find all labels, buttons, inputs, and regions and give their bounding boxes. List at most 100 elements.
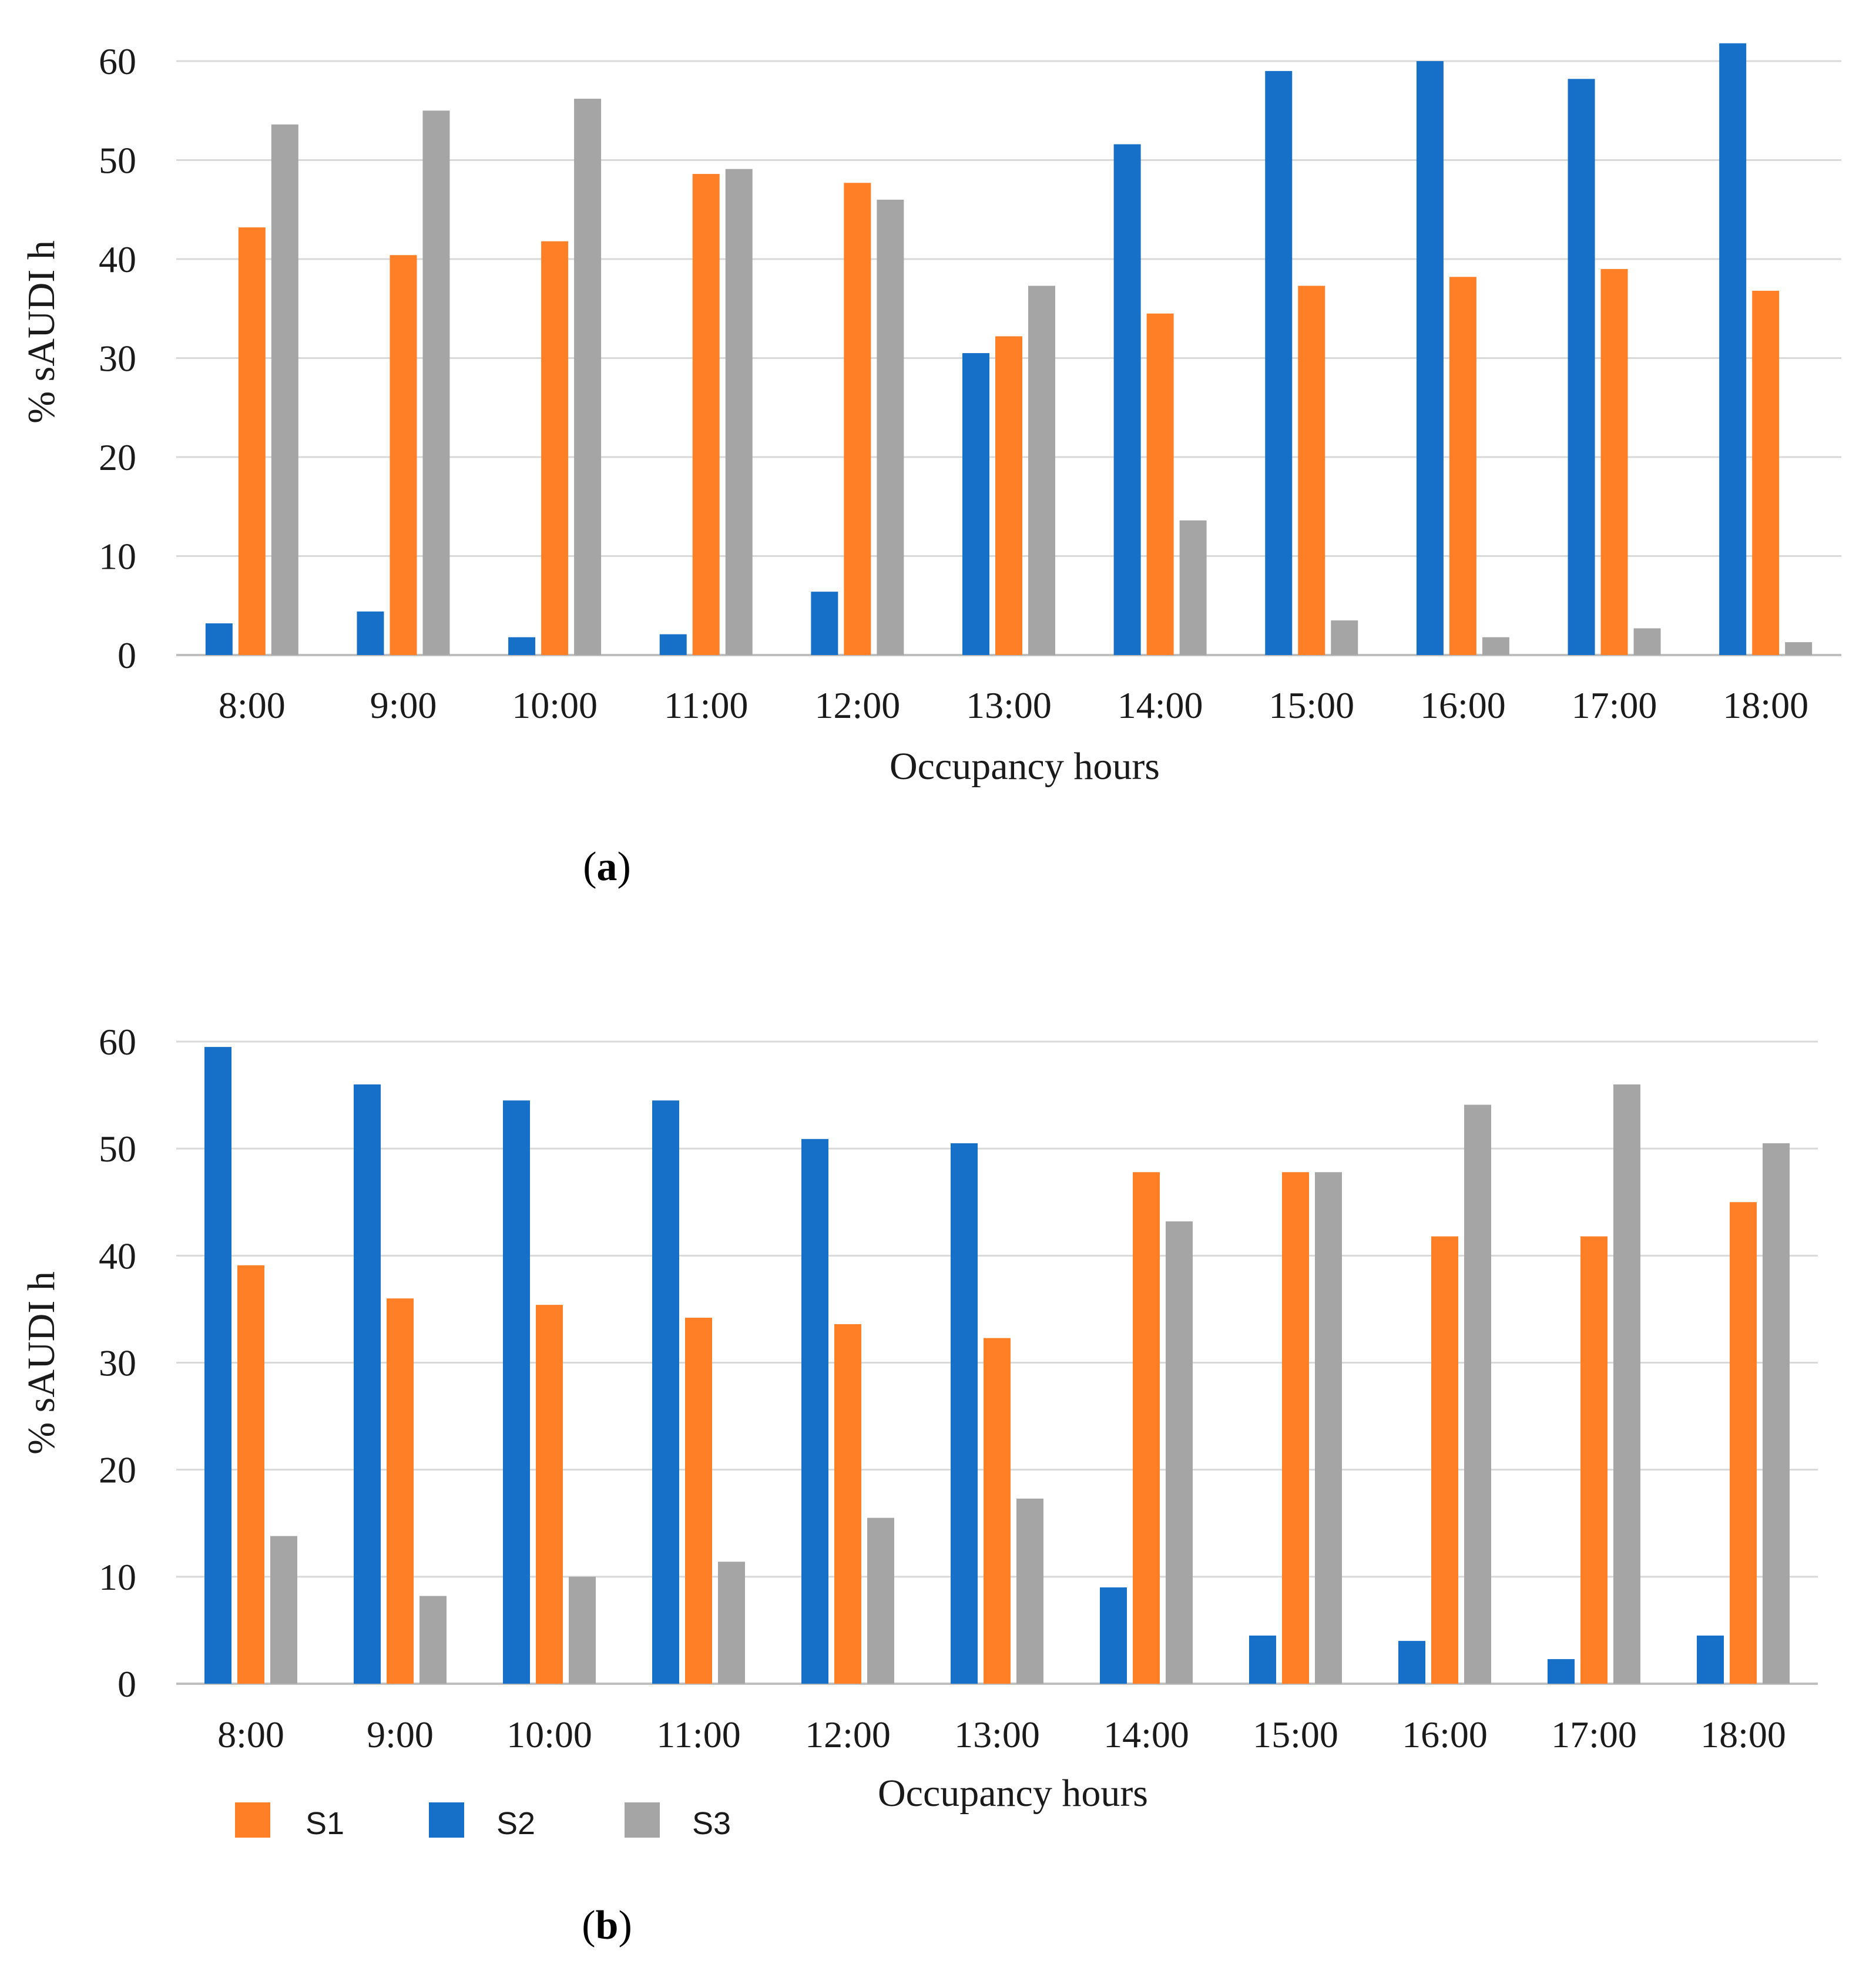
x-tick-label: 12:00 [814,684,900,726]
bar-s2-900 [354,1084,381,1684]
bar-s2-1100 [659,634,687,655]
panel-label-a: (a) [583,844,631,889]
x-tick-label: 13:00 [966,684,1052,726]
x-tick-label: 10:00 [506,1714,592,1755]
bar-s1-1000 [541,241,569,655]
y-tick-labels: 0 10 20 30 40 50 60 [99,41,136,676]
bar-s3-1200 [877,199,904,655]
bar-s2-900 [357,611,384,655]
bar-s3-1700 [1613,1084,1640,1684]
x-tick-label: 8:00 [217,1714,284,1755]
y-tick-label: 0 [118,1663,136,1705]
legend-swatch-s1 [235,1802,270,1838]
bar-s1-1800 [1730,1202,1757,1684]
x-tick-label: 10:00 [512,684,598,726]
x-tick-label: 15:00 [1253,1714,1338,1755]
y-tick-label: 40 [99,239,136,280]
bar-s2-1200 [801,1139,828,1684]
bar-s3-1400 [1166,1221,1193,1684]
bar-s1-1700 [1600,268,1628,656]
y-tick-label: 20 [99,1449,136,1491]
y-tick-label: 50 [99,140,136,182]
x-tick-label: 13:00 [954,1714,1040,1755]
bar-s1-1100 [685,1317,712,1684]
bar-s1-1500 [1282,1172,1309,1684]
x-tick-label: 16:00 [1402,1714,1488,1755]
legend-swatch-s3 [625,1802,660,1838]
bar-s3-1100 [725,169,753,655]
bar-s2-1700 [1548,1659,1575,1684]
x-tick-label: 9:00 [367,1714,434,1755]
y-tick-label: 0 [118,634,136,676]
panel-label-a-letter: a [597,844,617,889]
bar-s1-900 [387,1298,414,1684]
y-axis-title: % sAUDI h [20,240,63,424]
bar-s2-1600 [1416,61,1444,655]
bar-s3-1500 [1315,1172,1342,1684]
y-axis-title: % sAUDI h [20,1271,63,1455]
bar-s2-1100 [652,1100,679,1684]
bar-s3-900 [420,1596,447,1684]
bar-s3-1600 [1464,1104,1491,1684]
bar-s3-1100 [718,1562,745,1684]
chart-panel-b: 0 10 20 30 40 50 60 8:00 9:00 10:00 11:00 12:00 13:… [20,1021,1818,1948]
bar-s1-900 [390,255,417,655]
bar-s3-1800 [1785,642,1813,655]
x-axis-title: Occupancy hours [890,745,1160,788]
bar-s3-1300 [1028,286,1055,655]
bar-s1-1300 [995,336,1022,655]
bar-s2-1500 [1265,70,1293,656]
bar-s1-1100 [692,174,720,656]
bar-s2-1300 [962,353,989,655]
chart-panel-a: 0 10 20 30 40 50 60 8:00 9:00 10:00 11:00 12:00 13:… [20,41,1841,889]
bar-s1-800 [237,1265,264,1684]
bar-s3-800 [270,1536,297,1684]
bar-s2-1400 [1113,144,1141,656]
y-tick-label: 60 [99,1021,136,1063]
bar-s3-1700 [1633,628,1661,655]
bar-s1-1700 [1580,1236,1607,1684]
panel-label-b-letter: b [596,1903,619,1948]
x-tick-label: 18:00 [1723,684,1808,726]
y-tick-label: 30 [99,1342,136,1384]
bar-s2-1800 [1719,43,1747,655]
bar-s1-1500 [1298,286,1325,655]
y-tick-label: 20 [99,436,136,478]
x-tick-label: 11:00 [664,684,748,726]
bar-s2-800 [205,623,233,655]
bar-s1-1800 [1752,290,1780,655]
bar-s1-1400 [1146,313,1174,655]
y-tick-label: 30 [99,338,136,380]
bar-s3-800 [271,124,298,656]
panel-label-b: (b) [582,1903,632,1948]
bar-s1-1600 [1449,277,1476,656]
bar-s1-1300 [984,1338,1011,1684]
x-tick-label: 16:00 [1420,684,1506,726]
bar-s2-1400 [1100,1587,1127,1684]
bar-s1-1000 [536,1305,563,1684]
x-axis-title: Occupancy hours [878,1772,1148,1815]
x-tick-label: 17:00 [1551,1714,1637,1755]
bar-s1-1200 [844,183,871,655]
bar-s3-1000 [569,1576,596,1684]
x-tick-label: 18:00 [1700,1714,1786,1755]
x-tick-labels: 8:00 9:00 10:00 11:00 12:00 13:00 14:00 15:00 16… [219,684,1808,726]
bar-group [204,1047,1790,1684]
y-tick-label: 10 [99,1556,136,1598]
bar-s3-1800 [1763,1143,1790,1684]
legend-label-s1: S1 [306,1806,344,1841]
y-tick-label: 60 [99,41,136,82]
legend: S1 S2 S3 [235,1802,731,1841]
bar-s1-800 [238,227,266,656]
legend-label-s3: S3 [692,1806,731,1841]
bar-s1-1200 [834,1324,861,1684]
bar-s3-1600 [1482,637,1509,655]
legend-label-s2: S2 [496,1806,535,1841]
bar-s2-1200 [811,592,838,655]
x-tick-label: 17:00 [1572,684,1657,726]
x-tick-label: 15:00 [1268,684,1354,726]
x-tick-label: 14:00 [1103,1714,1189,1755]
bar-s2-1600 [1398,1641,1425,1684]
bar-s2-1500 [1249,1636,1276,1684]
bar-s2-1000 [508,637,536,655]
